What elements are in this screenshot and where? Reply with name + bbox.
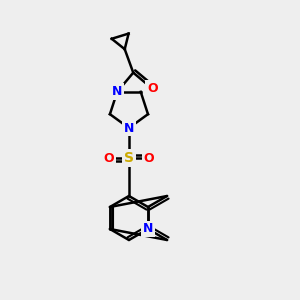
Text: N: N [143,223,153,236]
Text: N: N [112,85,122,98]
Text: O: O [147,82,158,95]
Text: O: O [144,152,154,164]
Text: N: N [124,122,134,134]
Text: S: S [124,151,134,165]
Text: O: O [103,152,114,164]
